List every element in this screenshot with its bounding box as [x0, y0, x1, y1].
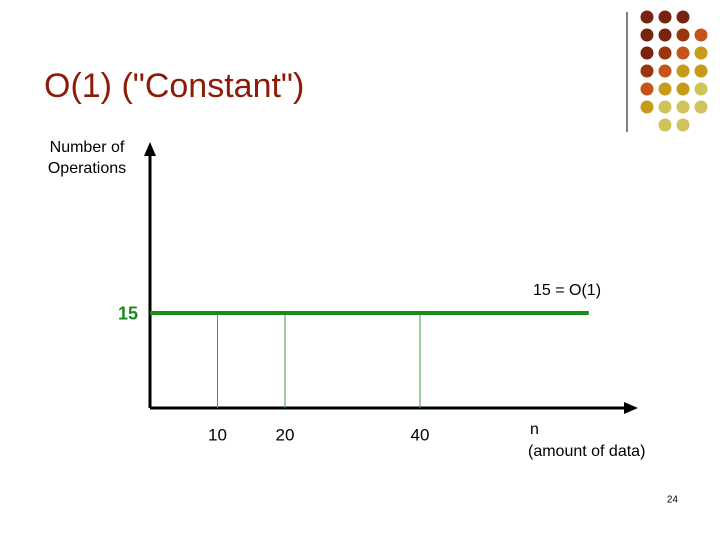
slide-title: O(1) ("Constant")	[44, 67, 304, 105]
decoration-dot	[676, 28, 690, 42]
decoration-dot	[658, 28, 672, 42]
decoration-dot	[676, 10, 690, 24]
axes	[144, 142, 638, 414]
x-tick-label: 20	[276, 425, 295, 444]
decoration-dot	[676, 118, 690, 132]
decoration-dot	[658, 118, 672, 132]
decoration-dot	[658, 10, 672, 24]
decoration-dot	[676, 46, 690, 60]
decoration-dot	[658, 46, 672, 60]
y-axis-label: Operations	[48, 160, 126, 177]
decoration-dot	[694, 100, 708, 114]
x-axis-label: (amount of data)	[528, 443, 645, 460]
x-axis-label: n	[530, 421, 539, 438]
decoration-dot	[676, 64, 690, 78]
annotation: 15 = O(1)	[533, 282, 601, 299]
x-tick-label: 40	[411, 425, 430, 444]
decoration	[626, 10, 708, 132]
decoration-dot	[640, 64, 654, 78]
decoration-dot	[640, 28, 654, 42]
decoration-dot	[694, 64, 708, 78]
y-axis-label: Number of	[50, 139, 125, 156]
x-tick-label: 10	[208, 425, 227, 444]
decoration-dot	[694, 82, 708, 96]
y-tick-label: 15	[118, 304, 138, 324]
decoration-dot	[676, 100, 690, 114]
page-number: 24	[667, 495, 679, 506]
decoration-dot	[694, 46, 708, 60]
decoration-dot	[640, 100, 654, 114]
decoration-dot	[640, 10, 654, 24]
decoration-dot	[640, 46, 654, 60]
decoration-dot	[658, 64, 672, 78]
decoration-dot	[694, 28, 708, 42]
decoration-dot	[658, 100, 672, 114]
decoration-dot	[658, 82, 672, 96]
decoration-dot	[640, 82, 654, 96]
decoration-dot	[676, 82, 690, 96]
